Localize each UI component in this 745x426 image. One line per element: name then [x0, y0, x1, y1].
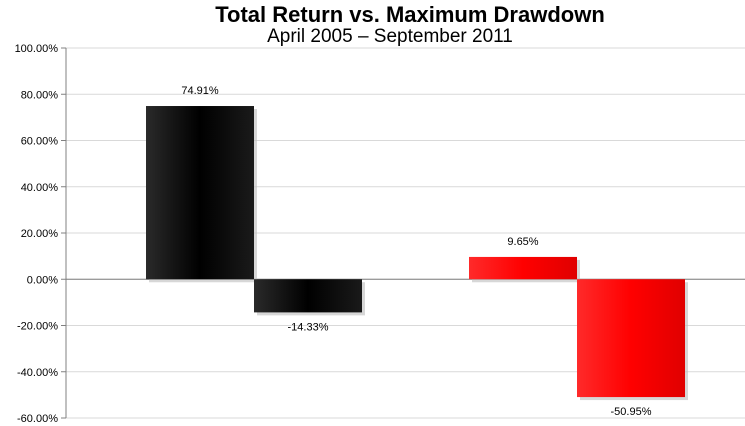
y-tick-label: 100.00%	[15, 43, 59, 55]
data-label: -14.33%	[288, 321, 329, 333]
y-tick-label: 0.00%	[27, 274, 58, 286]
y-tick-label: -60.00%	[17, 413, 58, 425]
bar	[254, 279, 362, 313]
data-label: -50.95%	[611, 406, 652, 418]
y-tick-label: 40.00%	[21, 182, 59, 194]
y-axis: 100.00% 80.00% 60.00% 40.00% 20.00% 0.00% -20.…	[15, 43, 745, 425]
y-tick-label: -40.00%	[17, 367, 58, 379]
data-label: 9.65%	[507, 236, 538, 248]
y-tick-label: 60.00%	[21, 136, 59, 148]
y-tick-label: 80.00%	[21, 89, 59, 101]
bar	[577, 279, 685, 398]
bar	[146, 106, 254, 280]
chart-subtitle: April 2005 – September 2011	[267, 26, 513, 47]
data-label: 74.91%	[181, 85, 219, 97]
bar	[469, 256, 577, 280]
bars	[146, 106, 688, 401]
chart-title: Total Return vs. Maximum Drawdown	[215, 2, 605, 27]
y-tick-label: -20.00%	[17, 321, 58, 333]
y-tick-label: 20.00%	[21, 228, 59, 240]
data-labels: 74.91% -14.33% 9.65% -50.95%	[181, 85, 651, 418]
